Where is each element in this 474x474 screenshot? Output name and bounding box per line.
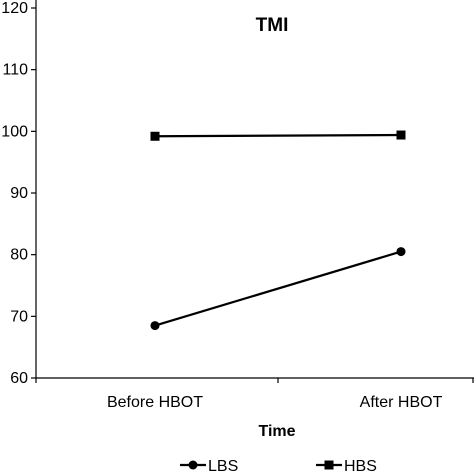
data-point-hbs [150,131,160,141]
data-point-lbs [150,321,160,331]
data-point-hbs [396,130,406,140]
y-tick-label: 60 [10,370,28,387]
series-line-hbs [154,133,402,138]
legend-label-hbs: HBS [344,458,377,474]
series-layer [150,130,406,331]
data-point-lbs [396,247,406,257]
y-tick-label: 70 [10,308,28,325]
x-tick-label: After HBOT [360,394,443,411]
legend-label-lbs: LBS [208,458,238,474]
x-tick-label: Before HBOT [107,394,203,411]
legend-marker-hbs [324,460,334,470]
x-axis-title: Time [258,423,295,440]
y-axis: 60 70 80 90 100 110 120 [1,0,37,387]
y-tick-label: 80 [10,247,28,264]
chart-title: TMI [256,15,289,36]
y-tick-label: 120 [1,0,28,17]
x-axis: Before HBOT After HBOT [35,377,474,411]
y-tick-label: 90 [10,185,28,202]
legend: LBS HBS [180,458,377,474]
legend-marker-lbs [188,460,198,470]
y-tick-label: 110 [2,62,28,79]
series-line-lbs [154,250,402,327]
y-tick-label: 100 [1,123,28,140]
